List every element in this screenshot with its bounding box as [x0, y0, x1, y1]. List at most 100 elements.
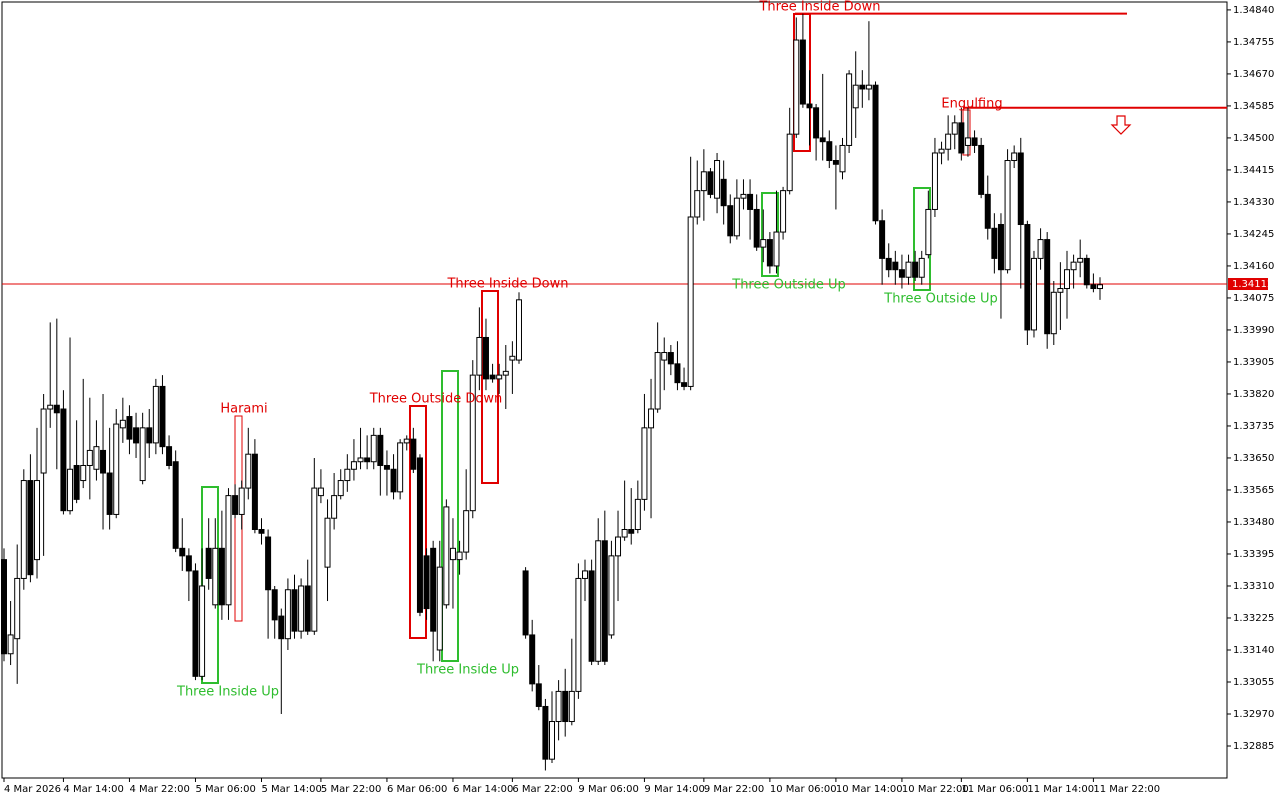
candle-body-up — [403, 438, 410, 444]
candle-body-down — [799, 39, 806, 105]
candle-body-up — [714, 160, 721, 199]
candle-body-up — [40, 408, 47, 474]
candle-body-up — [760, 239, 767, 248]
y-tick-label: 1.33140 — [1233, 645, 1274, 656]
candle-body-up — [575, 577, 582, 692]
candle-body-down — [251, 453, 258, 530]
candle-body-up — [931, 152, 938, 210]
candle-body-up — [634, 498, 641, 530]
candle-body-up — [773, 231, 780, 267]
candle-body-up — [298, 585, 305, 632]
candle-body-down — [278, 615, 285, 640]
last-price-tag — [1228, 278, 1268, 291]
candle-body-up — [1057, 288, 1064, 293]
candle-body-down — [1, 559, 7, 655]
y-tick-label: 1.33395 — [1233, 549, 1274, 560]
candle-body-up — [687, 216, 694, 387]
candle-body-up — [740, 193, 747, 199]
candle-body-up — [852, 84, 859, 109]
candle-body-down — [271, 589, 278, 621]
candle-body-up — [311, 487, 318, 632]
candle-body-down — [912, 261, 919, 278]
candle-body-down — [133, 427, 140, 444]
candle-body-down — [482, 336, 489, 380]
candle-body-down — [172, 461, 179, 549]
candle-body-up — [370, 434, 377, 463]
candle-body-down — [179, 547, 186, 557]
candle-body-down — [126, 416, 133, 440]
candle-body-up — [397, 442, 404, 493]
candle-body-up — [515, 299, 522, 361]
candle-body-up — [555, 690, 562, 723]
x-tick-label: 9 Mar 14:00 — [644, 784, 704, 795]
candle-body-down — [304, 585, 311, 632]
candle-body-up — [1070, 261, 1077, 271]
y-tick-label: 1.34160 — [1233, 261, 1274, 272]
candle-body-up — [648, 408, 655, 429]
candle-body-down — [971, 137, 978, 146]
candle-body-up — [793, 39, 800, 135]
candle-body-down — [159, 385, 166, 448]
candle-body-up — [113, 423, 120, 515]
candle-body-down — [166, 446, 173, 466]
candle-body-up — [905, 261, 912, 278]
x-tick-label: 6 Mar 14:00 — [453, 784, 513, 795]
pattern-label: Harami — [220, 402, 267, 417]
candle-body-up — [443, 506, 450, 606]
candle-body-up — [925, 208, 932, 256]
candle-body-down — [291, 589, 298, 632]
y-tick-label: 1.33310 — [1233, 581, 1274, 592]
candle-body-down — [885, 257, 892, 271]
candle-body-up — [119, 419, 126, 429]
pattern-label: Three Outside Up — [883, 292, 997, 307]
candle-body-down — [813, 107, 820, 139]
candle-body-up — [621, 528, 628, 538]
candle-body-up — [786, 133, 793, 192]
candle-body-up — [436, 566, 443, 651]
candle-body-down — [1044, 239, 1051, 335]
candle-body-down — [106, 472, 113, 515]
candle-body-up — [245, 453, 252, 489]
candle-body-up — [502, 370, 509, 376]
pattern-label: Three Inside Down — [446, 277, 568, 292]
candle-body-down — [958, 122, 965, 154]
candle-body-down — [898, 269, 905, 278]
candle-body-up — [1077, 257, 1084, 263]
candle-body-down — [416, 457, 423, 613]
candle-body-down — [377, 434, 384, 466]
candle-body-down — [984, 193, 991, 229]
candle-body-down — [819, 137, 826, 143]
pattern-label: Three Inside Up — [176, 685, 279, 700]
candle-body-up — [449, 547, 456, 561]
candles — [1, 13, 1103, 771]
candle-body-up — [496, 374, 503, 380]
candle-body-down — [892, 261, 899, 271]
y-tick-label: 1.34500 — [1233, 133, 1274, 144]
candle-body-down — [720, 178, 727, 207]
candle-body-down — [872, 84, 879, 222]
x-tick-label: 11 Mar 22:00 — [1093, 784, 1160, 795]
candle-body-up — [938, 148, 945, 154]
candle-body-down — [529, 634, 536, 685]
candle-body-down — [832, 160, 839, 165]
candle-body-down — [205, 547, 212, 579]
candle-body-down — [1083, 257, 1090, 286]
candle-body-up — [654, 352, 661, 410]
candle-body-down — [681, 382, 688, 387]
x-tick-label: 10 Mar 22:00 — [902, 784, 969, 795]
candle-body-down — [265, 536, 272, 591]
candle-body-up — [568, 690, 575, 723]
candle-body-up — [139, 427, 146, 482]
y-tick-label: 1.33480 — [1233, 517, 1274, 528]
candle-body-down — [1090, 284, 1097, 290]
candle-body-down — [826, 141, 833, 162]
x-tick-label: 6 Mar 22:00 — [512, 784, 572, 795]
candle-body-up — [608, 555, 615, 636]
candle-body-down — [232, 495, 239, 515]
candle-body-down — [522, 570, 529, 636]
pattern-label: Three Inside Down — [758, 0, 880, 15]
x-tick-label: 11 Mar 14:00 — [1027, 784, 1094, 795]
x-tick-label: 5 Mar 14:00 — [261, 784, 321, 795]
candle-body-down — [410, 438, 417, 470]
candle-body-down — [997, 224, 1004, 271]
